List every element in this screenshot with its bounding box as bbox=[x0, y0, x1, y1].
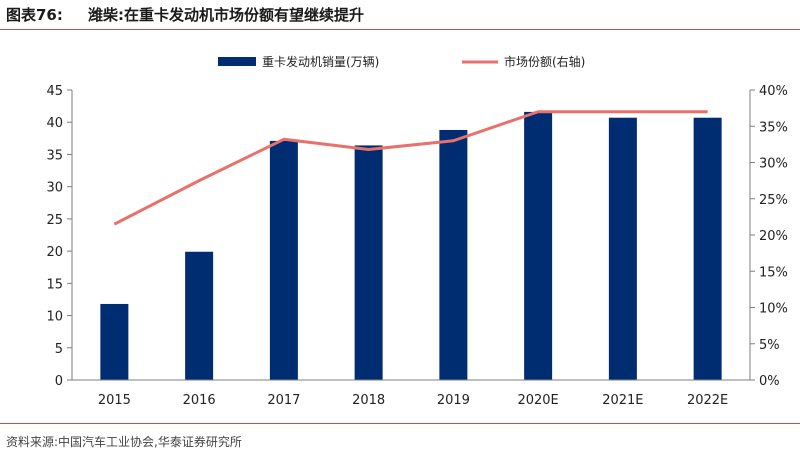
figure-title: 潍柴:在重卡发动机市场份额有望继续提升 bbox=[88, 6, 365, 24]
left-tick-label: 5 bbox=[55, 342, 63, 357]
share-line bbox=[113, 110, 708, 226]
title-rule bbox=[0, 29, 800, 30]
source-rule bbox=[0, 423, 800, 424]
right-tick-label: 30% bbox=[759, 157, 788, 172]
legend: 重卡发动机销量(万辆) 市场份额(右轴) bbox=[218, 54, 585, 69]
x-tick-label: 2021E bbox=[602, 393, 643, 408]
right-tick-label: 25% bbox=[759, 193, 788, 208]
left-tick-label: 40 bbox=[46, 116, 63, 131]
left-tick-label: 20 bbox=[46, 245, 63, 260]
x-tick-label: 2015 bbox=[98, 393, 131, 408]
right-tick-label: 5% bbox=[759, 338, 780, 353]
left-tick-label: 30 bbox=[46, 181, 63, 196]
figure-number: 图表76: bbox=[6, 6, 63, 24]
x-tick-label: 2018 bbox=[352, 393, 385, 408]
source-note: 资料来源:中国汽车工业协会,华泰证券研究所 bbox=[6, 435, 242, 449]
bar-2017 bbox=[269, 140, 298, 380]
bar-2019 bbox=[439, 129, 468, 380]
bar-2020E bbox=[524, 111, 553, 381]
right-tick-label: 40% bbox=[759, 84, 788, 99]
left-tick-label: 0 bbox=[55, 374, 63, 389]
left-tick-label: 45 bbox=[46, 84, 63, 99]
axes bbox=[71, 90, 751, 381]
legend-label-sales: 重卡发动机销量(万辆) bbox=[262, 54, 379, 69]
bar-series bbox=[100, 111, 722, 381]
x-tick-label: 2017 bbox=[267, 393, 300, 408]
combo-chart: 重卡发动机销量(万辆) 市场份额(右轴) 051015202530354045 … bbox=[46, 54, 788, 408]
bar-2018 bbox=[354, 145, 383, 380]
right-tick-label: 35% bbox=[759, 120, 788, 135]
x-tick-label: 2019 bbox=[437, 393, 470, 408]
figure-header: 图表76: 潍柴:在重卡发动机市场份额有望继续提升 bbox=[0, 0, 800, 30]
x-tick-label: 2022E bbox=[687, 393, 728, 408]
right-tick-label: 10% bbox=[759, 302, 788, 317]
left-tick-label: 25 bbox=[46, 213, 63, 228]
left-tick-label: 35 bbox=[46, 148, 63, 163]
chart-area: 重卡发动机销量(万辆) 市场份额(右轴) 0 5 10 15 20 25 30 35 40 45 … bbox=[0, 32, 800, 416]
x-tick-label: 2016 bbox=[183, 393, 216, 408]
x-tick-label: 2020E bbox=[517, 393, 558, 408]
right-tick-label: 20% bbox=[759, 229, 788, 244]
right-tick-label: 0% bbox=[759, 374, 780, 389]
bar-2022E bbox=[693, 117, 722, 380]
legend-label-share: 市场份额(右轴) bbox=[504, 54, 585, 69]
left-tick-label: 10 bbox=[46, 310, 63, 325]
bar-2016 bbox=[185, 251, 214, 380]
x-axis-ticks: 2015 2016 2017 2018 2019 2020E 2021E 2022E bbox=[98, 393, 728, 408]
legend-swatch-sales bbox=[218, 57, 256, 66]
left-tick-label: 15 bbox=[46, 277, 63, 292]
left-axis-ticks: 0 5 10 15 20 25 30 35 40 45 bbox=[46, 84, 72, 389]
line-series bbox=[113, 110, 708, 226]
bar-2015 bbox=[100, 303, 129, 380]
right-axis-ticks: 0% 5% 10% 15% 20% 25% 30% 35% 40% bbox=[750, 84, 788, 389]
bar-2021E bbox=[608, 117, 637, 380]
right-tick-label: 15% bbox=[759, 265, 788, 280]
